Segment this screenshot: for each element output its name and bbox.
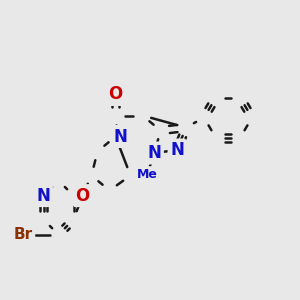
Text: Me: Me (136, 168, 158, 181)
Text: N: N (148, 144, 161, 162)
Text: N: N (37, 187, 50, 205)
Text: N: N (114, 128, 128, 146)
Text: N: N (170, 141, 184, 159)
Text: O: O (108, 85, 123, 103)
Text: O: O (75, 187, 90, 205)
Text: Br: Br (14, 227, 33, 242)
